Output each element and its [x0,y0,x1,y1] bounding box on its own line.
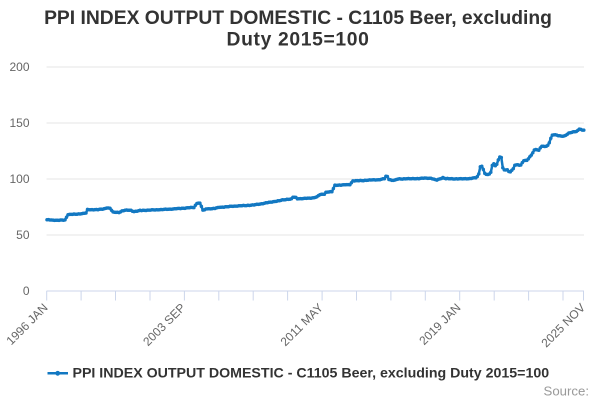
svg-text:150: 150 [9,116,29,130]
svg-text:Source:: Source: [544,384,589,399]
svg-text:Duty 2015=100: Duty 2015=100 [227,29,370,50]
svg-text:PPI INDEX OUTPUT DOMESTIC - C1: PPI INDEX OUTPUT DOMESTIC - C1105 Beer, … [44,8,552,29]
svg-text:50: 50 [16,228,30,242]
svg-text:200: 200 [9,60,29,74]
svg-text:100: 100 [9,172,29,186]
svg-text:PPI INDEX OUTPUT DOMESTIC - C1: PPI INDEX OUTPUT DOMESTIC - C1105 Beer, … [73,366,550,382]
svg-text:0: 0 [23,284,30,298]
